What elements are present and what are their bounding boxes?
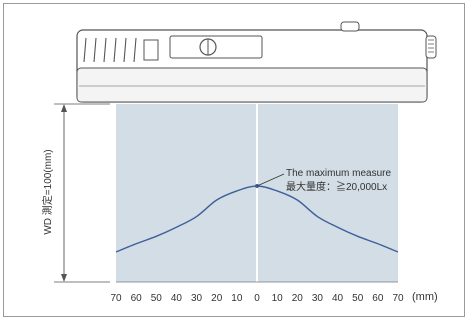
x-unit-label: (mm) xyxy=(412,291,438,303)
x-tick-label: 50 xyxy=(151,293,163,304)
x-tick-label: 70 xyxy=(392,293,404,304)
figure-frame xyxy=(3,3,465,317)
light-meter-device-icon xyxy=(76,21,437,103)
x-tick-label: 20 xyxy=(292,293,304,304)
annotation-leader xyxy=(256,173,285,187)
x-tick-label: 20 xyxy=(211,293,223,304)
x-tick-label: 10 xyxy=(272,293,284,304)
x-tick-label: 30 xyxy=(191,293,203,304)
x-tick-label: 10 xyxy=(231,293,243,304)
x-tick-labels: 70 60 50 40 30 20 10 0 10 20 30 40 50 60 70 xyxy=(110,293,404,304)
wd-dimension-line xyxy=(54,103,110,283)
x-tick-label: 30 xyxy=(312,293,324,304)
x-tick-label: 0 xyxy=(254,293,260,304)
x-tick-label: 50 xyxy=(352,293,364,304)
x-tick-label: 70 xyxy=(110,293,122,304)
x-tick-label: 40 xyxy=(332,293,344,304)
annotation-line2: 最大量度：≧20,000Lx xyxy=(286,180,387,193)
y-axis-label: WD 測定=100(mm) xyxy=(41,149,54,234)
x-tick-label: 40 xyxy=(171,293,183,304)
x-tick-label: 60 xyxy=(372,293,384,304)
annotation-line1: The maximum measure xyxy=(286,168,391,179)
x-tick-label: 60 xyxy=(131,293,143,304)
